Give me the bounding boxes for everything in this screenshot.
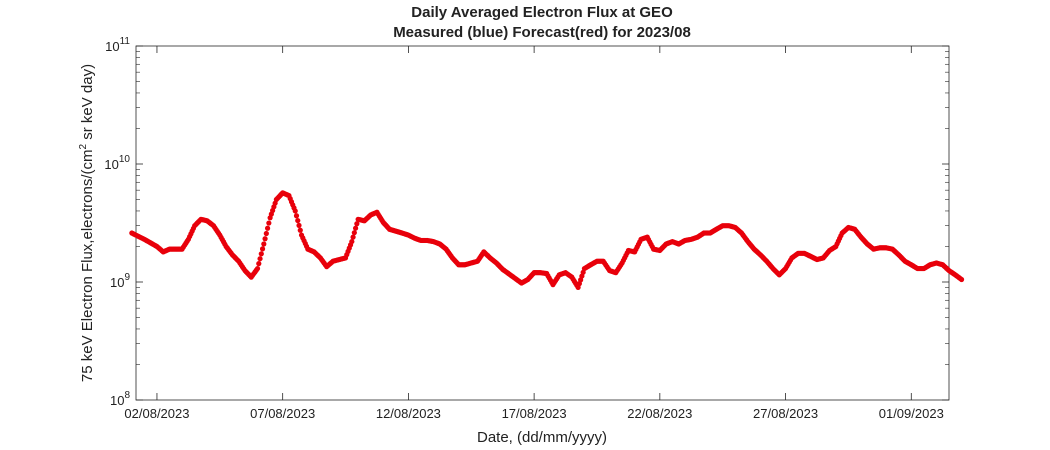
data-point	[354, 221, 360, 227]
data-point	[263, 230, 269, 237]
y-tick-base: 10	[105, 39, 119, 54]
x-tick-label: 07/08/2023	[250, 406, 315, 421]
data-point	[254, 265, 261, 272]
y-tick-label: 1010	[104, 154, 130, 172]
data-point	[349, 238, 355, 245]
y-axis-label-superscript: 2	[78, 144, 89, 150]
data-point	[266, 220, 272, 226]
data-point	[296, 222, 302, 229]
y-tick-base: 10	[110, 275, 124, 290]
data-point	[293, 213, 300, 219]
chart-title: Daily Averaged Electron Flux at GEO	[411, 4, 673, 21]
data-point	[264, 225, 271, 231]
x-axis-label: Date, (dd/mm/yyyy)	[477, 429, 607, 446]
data-point	[292, 208, 298, 214]
data-point	[351, 230, 357, 236]
data-point	[256, 261, 262, 267]
y-tick-exponent: 9	[124, 272, 130, 283]
x-tick-label: 02/08/2023	[124, 406, 189, 421]
data-point	[261, 241, 267, 247]
x-tick-label: 27/08/2023	[753, 406, 818, 421]
y-axis-label-tail: sr keV day)	[79, 64, 96, 144]
data-point	[295, 217, 301, 224]
y-axis-label: 75 keV Electron Flux,electrons/(cm2 sr k…	[78, 64, 96, 382]
forecast-series-points	[129, 190, 965, 290]
y-tick-label: 108	[110, 390, 130, 408]
y-tick-exponent: 8	[124, 390, 130, 401]
x-tick-label: 01/09/2023	[879, 406, 944, 421]
y-axis-label-main: 75 keV Electron Flux,electrons/(cm	[79, 150, 96, 383]
x-axis-ticks: 02/08/2023 07/08/2023 12/08/2023 17/08/2023…	[124, 46, 944, 421]
x-tick-label: 12/08/2023	[376, 406, 441, 421]
y-tick-exponent: 11	[120, 36, 131, 47]
chart-subtitle: Measured (blue) Forecast(red) for 2023/0…	[393, 24, 691, 41]
x-tick-label: 17/08/2023	[502, 406, 567, 421]
y-tick-base: 10	[110, 393, 124, 408]
data-point	[352, 225, 359, 231]
y-tick-label: 109	[110, 272, 130, 290]
data-point	[350, 234, 356, 240]
y-tick-exponent: 10	[119, 154, 131, 165]
x-tick-label: 22/08/2023	[627, 406, 692, 421]
plot-area-frame	[135, 45, 950, 401]
data-point	[262, 236, 268, 242]
data-point	[259, 246, 266, 252]
y-tick-base: 10	[104, 157, 118, 172]
data-point	[958, 276, 965, 283]
data-point	[297, 227, 303, 233]
data-point	[258, 251, 264, 257]
y-tick-label: 1011	[105, 36, 130, 54]
data-point	[257, 256, 263, 262]
